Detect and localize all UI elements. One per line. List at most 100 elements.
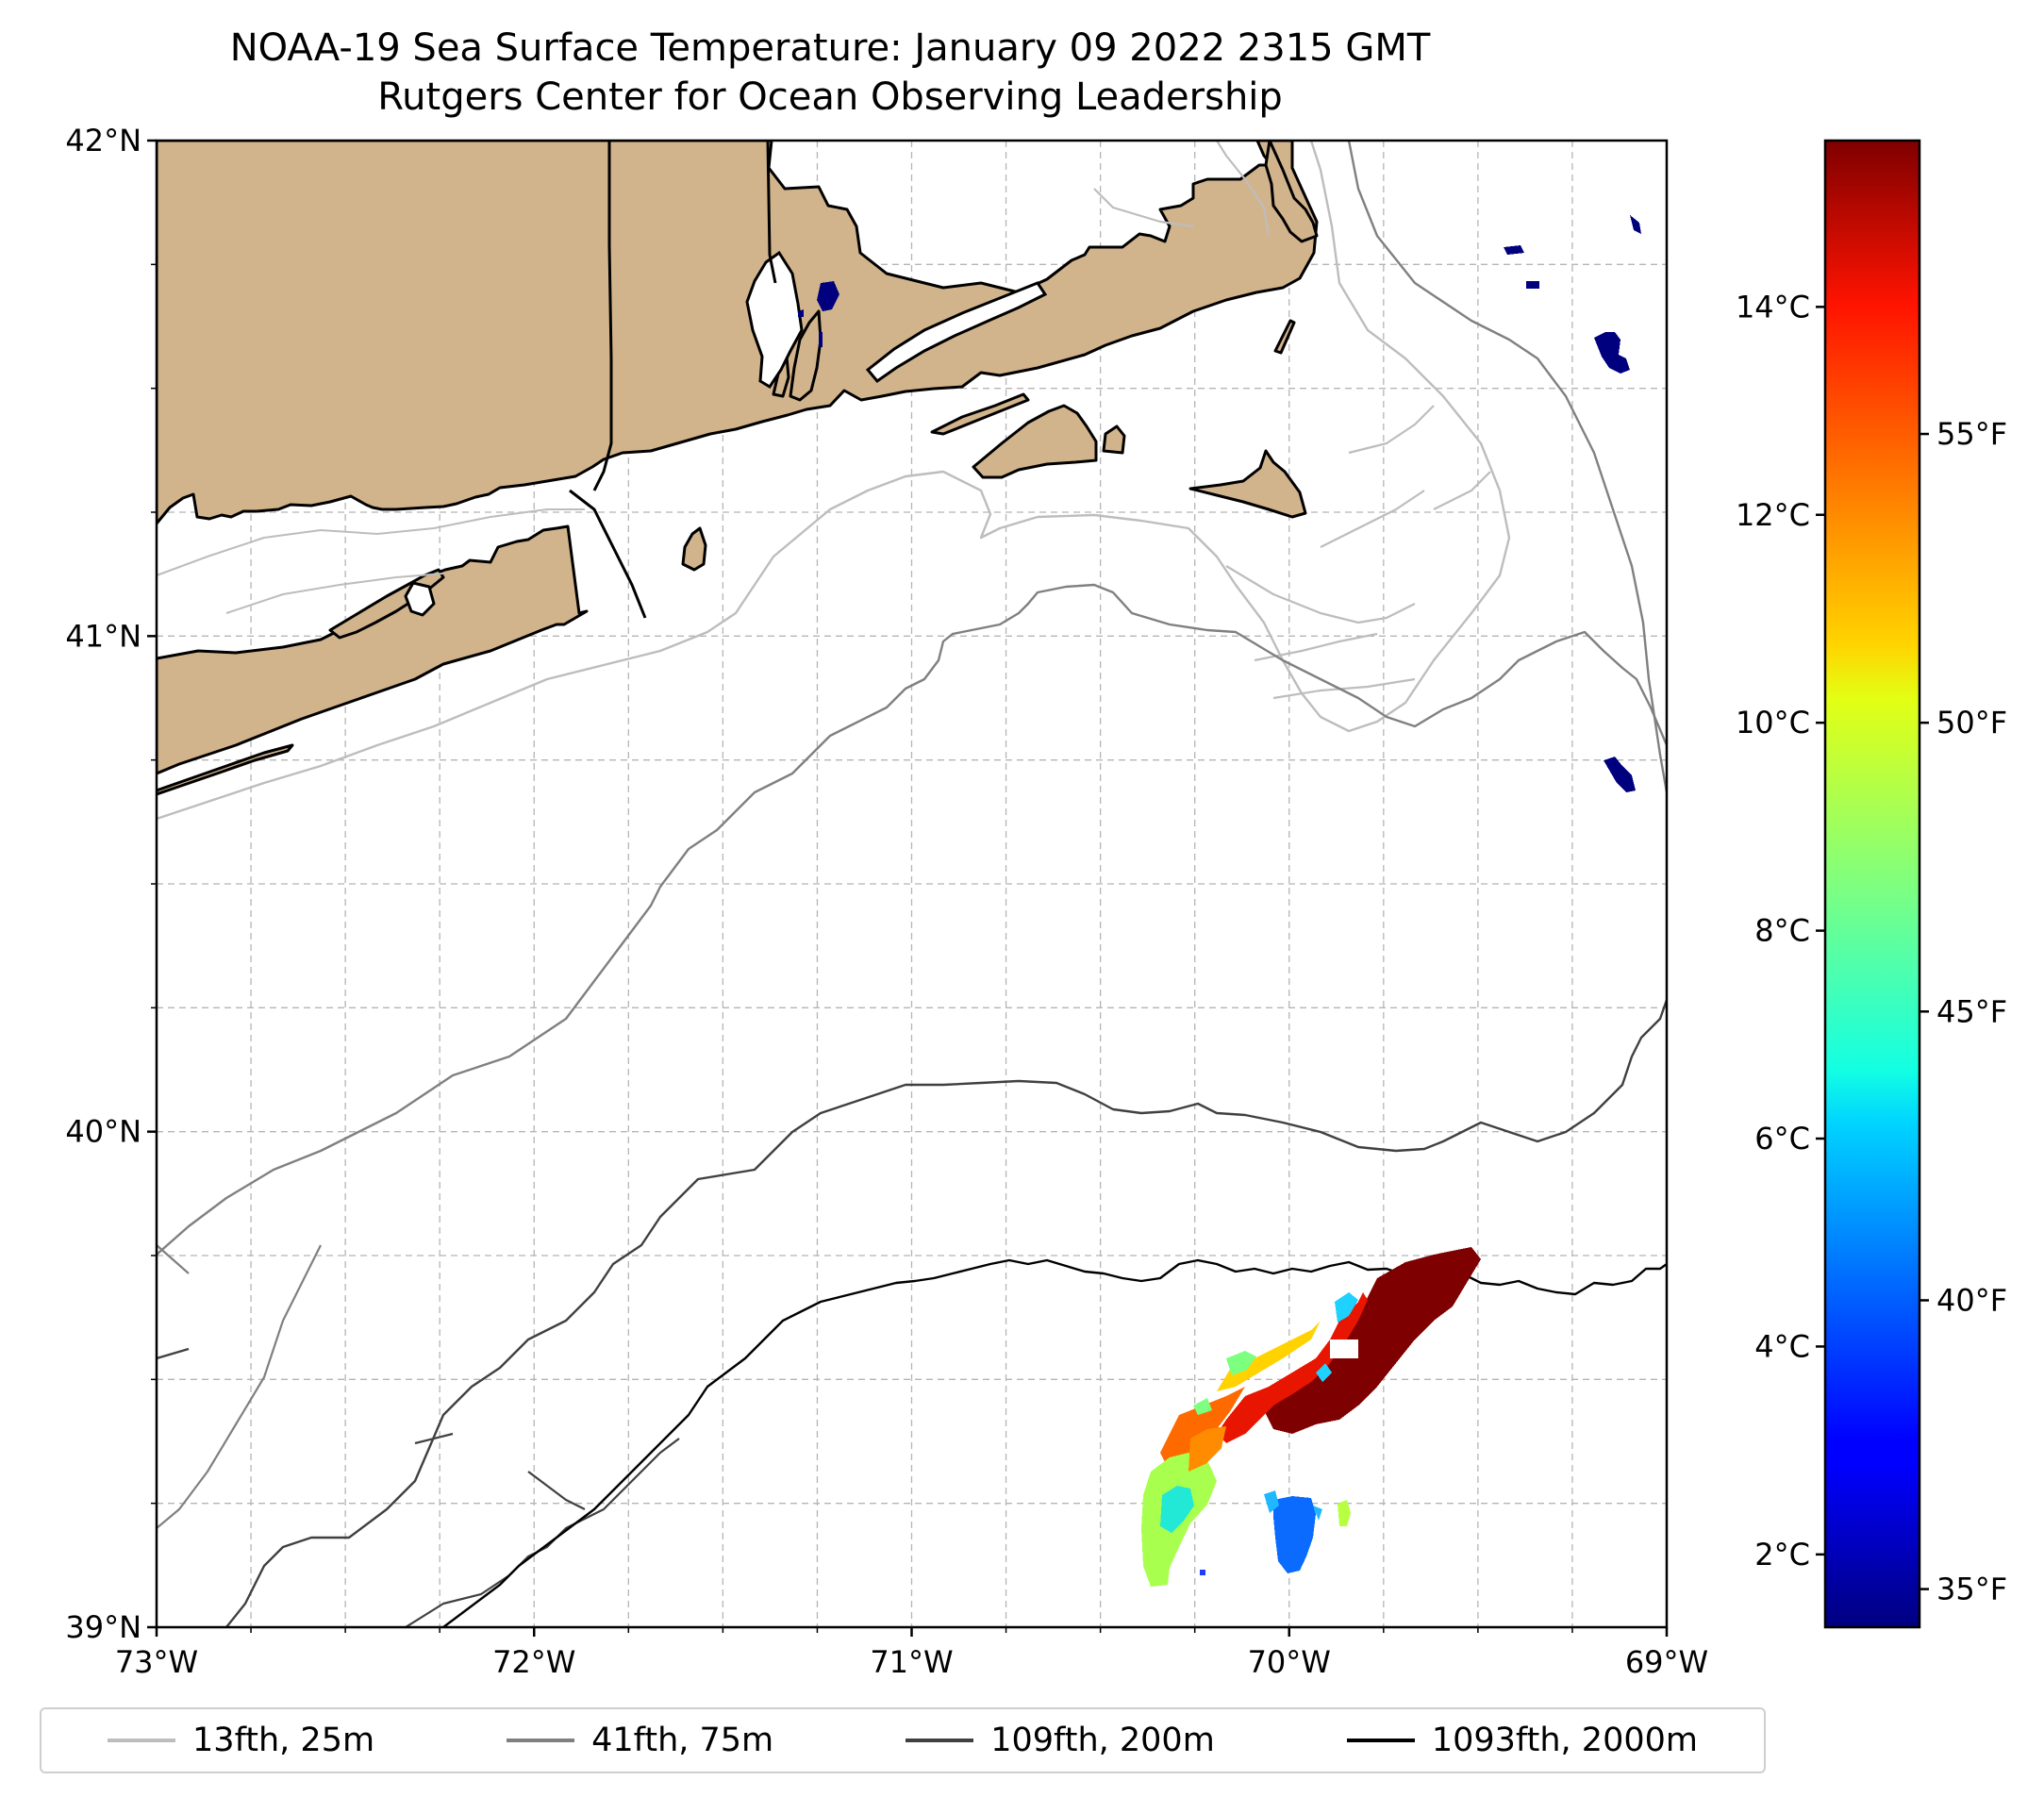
map-title: NOAA-19 Sea Surface Temperature: January…: [229, 26, 1431, 70]
x-tick: 69°W: [1625, 1627, 1708, 1680]
contour-25m-shoals-1: [1225, 405, 1491, 700]
x-tick: 73°W: [115, 1627, 198, 1680]
sst-yellow-front: [1217, 1321, 1321, 1391]
colorbar: [1823, 139, 1921, 1629]
colorbar-celsius-label: 12°C: [1736, 497, 1810, 533]
colorbar-celsius-tick: 12°C: [1736, 497, 1825, 533]
legend: 13fth, 25m 41fth, 75m 109fth, 200m 1093f…: [40, 1707, 1766, 1773]
y-tick-label: 40°N: [65, 1114, 141, 1150]
x-tick-label: 71°W: [870, 1644, 953, 1680]
colorbar-fahrenheit-tick: 35°F: [1919, 1572, 2007, 1607]
colorbar-fahrenheit-label: 35°F: [1936, 1572, 2007, 1607]
contour-25m-sound: [157, 508, 585, 614]
land-chappaquiddick: [1102, 424, 1126, 455]
colorbar-celsius-tick: 10°C: [1736, 705, 1825, 740]
land-shelter-island: [404, 581, 436, 617]
land-barrier-island: [157, 743, 294, 796]
land: [157, 141, 1319, 796]
colorbar-fahrenheit-tick: 40°F: [1919, 1282, 2007, 1318]
colorbar-celsius-label: 6°C: [1754, 1121, 1810, 1156]
x-tick-label: 70°W: [1248, 1644, 1331, 1680]
ct-ri-boundary: [592, 141, 613, 491]
legend-label-25m: 13fth, 25m: [192, 1722, 375, 1759]
land-aquidneck: [789, 309, 823, 402]
land-elizabeth-islands: [930, 392, 1030, 436]
land-nantucket: [1188, 449, 1307, 519]
y-axis: 42°N 41°N 40°N 39°N: [65, 123, 157, 1645]
land-marthas-vineyard: [972, 404, 1098, 479]
colorbar-celsius-ticks: 14°C 12°C 10°C 8°C 6°C 4°C 2°C: [1736, 289, 1825, 1572]
y-tick-label: 42°N: [65, 123, 141, 158]
y-tick: 41°N: [65, 618, 157, 654]
contour-75m-northeast: [1347, 141, 1667, 793]
bays: [745, 250, 1048, 390]
x-tick-label: 69°W: [1625, 1644, 1708, 1680]
colorbar-celsius-label: 8°C: [1754, 913, 1810, 949]
map-subtitle: Rutgers Center for Ocean Observing Leade…: [377, 75, 1283, 119]
y-tick: 40°N: [65, 1114, 157, 1150]
sst-orange-edge: [1160, 1387, 1245, 1472]
legend-swatch-75m: [507, 1739, 575, 1742]
legend-item-25m: 13fth, 25m: [108, 1722, 374, 1759]
y-tick-label: 39°N: [65, 1609, 141, 1645]
sst-cool-core: [1160, 1486, 1194, 1533]
sst-orange-tail: [1188, 1426, 1226, 1472]
x-axis: 73°W 72°W 71°W 70°W 69°W: [115, 1627, 1708, 1680]
narragansett-bay: [745, 250, 804, 390]
x-tick: 72°W: [492, 1627, 575, 1680]
minor-ticks: [151, 140, 1668, 1633]
contour-200m-south: [405, 1432, 680, 1627]
colorbar-fahrenheit-label: 50°F: [1936, 705, 2007, 740]
land-cape-cod-tip: [1264, 141, 1319, 243]
y-tick: 42°N: [65, 123, 157, 158]
y-tick-label: 41°N: [65, 618, 141, 654]
contour-25m: [157, 141, 1511, 821]
sst-cold-patch-edge: [1264, 1490, 1322, 1521]
land-monomoy: [1273, 319, 1296, 355]
sst-data: [798, 215, 1641, 1587]
contour-75m: [157, 583, 1667, 1256]
x-tick-label: 73°W: [115, 1644, 198, 1680]
colorbar-fahrenheit-label: 55°F: [1936, 416, 2007, 452]
colorbar-celsius-tick: 2°C: [1754, 1537, 1825, 1572]
legend-label-2000m: 1093fth, 2000m: [1431, 1722, 1698, 1759]
colorbar-fahrenheit-ticks: 55°F 50°F 45°F 40°F 35°F: [1919, 416, 2007, 1607]
colorbar-fahrenheit-tick: 50°F: [1919, 705, 2007, 740]
sst-cold-pixels-ne-2: [1604, 757, 1636, 792]
legend-swatch-2000m: [1346, 1739, 1415, 1742]
sst-warm-core: [1264, 1247, 1481, 1434]
colorbar-celsius-tick: 8°C: [1754, 913, 1825, 949]
colorbar-fahrenheit-tick: 55°F: [1919, 416, 2007, 452]
x-tick: 71°W: [870, 1627, 954, 1680]
colorbar-celsius-label: 10°C: [1736, 705, 1810, 740]
land-new-england: [157, 141, 1319, 525]
contour-2000m: [442, 1258, 1667, 1627]
colorbar-celsius-label: 14°C: [1736, 289, 1810, 324]
sst-cold-patch: [1273, 1496, 1316, 1573]
contour-75m-southwest: [157, 1244, 322, 1529]
legend-swatch-200m: [906, 1739, 974, 1742]
colorbar-celsius-label: 4°C: [1754, 1328, 1810, 1364]
colorbar-fahrenheit-label: 45°F: [1936, 993, 2007, 1029]
sst-cold-dot: [1200, 1570, 1205, 1575]
colorbar-fahrenheit-label: 40°F: [1936, 1282, 2007, 1318]
legend-item-2000m: 1093fth, 2000m: [1346, 1722, 1698, 1759]
sst-green-upper: [1193, 1351, 1256, 1415]
legend-item-75m: 41fth, 75m: [507, 1722, 773, 1759]
colorbar-celsius-tick: 4°C: [1754, 1328, 1825, 1364]
sst-red-band: [1217, 1292, 1368, 1443]
colorbar-celsius-label: 2°C: [1754, 1537, 1810, 1572]
contour-200m: [157, 999, 1667, 1627]
x-tick: 70°W: [1248, 1627, 1331, 1680]
x-tick-label: 72°W: [492, 1644, 575, 1680]
colorbar-celsius-tick: 14°C: [1736, 289, 1825, 324]
bathymetry: [157, 141, 1667, 1627]
legend-item-200m: 109fth, 200m: [906, 1722, 1215, 1759]
contour-25m-northeast: [1093, 141, 1271, 237]
ri-ma-boundary: [766, 141, 777, 284]
buzzards-bay: [865, 281, 1048, 384]
land-block-island: [681, 526, 707, 572]
legend-label-200m: 109fth, 200m: [990, 1722, 1215, 1759]
legend-label-75m: 41fth, 75m: [591, 1722, 774, 1759]
